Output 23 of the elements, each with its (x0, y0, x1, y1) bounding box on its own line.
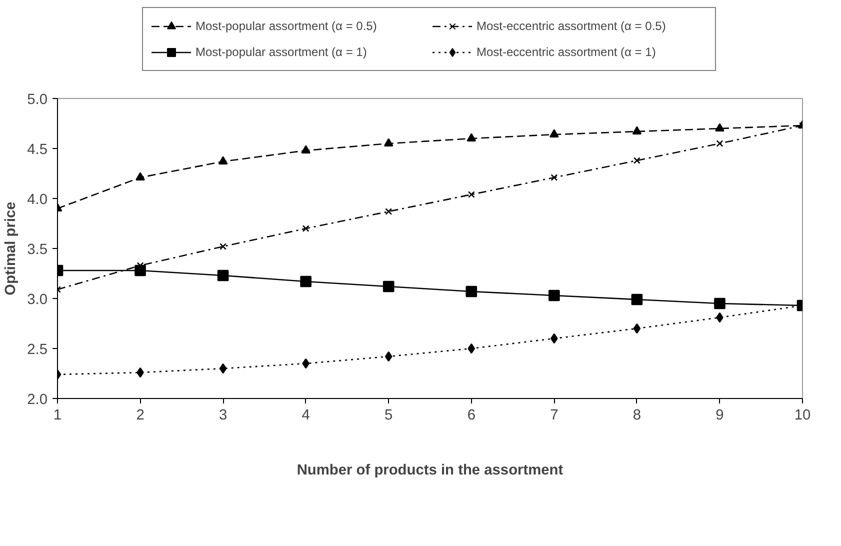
x-tick-label: 4 (302, 408, 310, 424)
y-tick-label: 5.0 (27, 92, 48, 108)
x-tick-label: 1 (53, 408, 62, 424)
x-tick-label: 5 (384, 408, 393, 424)
x-tick-label: 10 (794, 408, 811, 424)
x-axis-title: Number of products in the assortment (296, 462, 564, 478)
y-tick-label: 3.0 (27, 292, 48, 308)
y-tick-label: 4.0 (27, 192, 48, 208)
x-tick-label: 9 (716, 408, 724, 424)
y-axis-title: Optimal price (3, 202, 20, 296)
y-tick-label: 3.5 (27, 242, 48, 258)
x-tick-label: 8 (632, 408, 642, 424)
x-tick-label: 6 (467, 408, 476, 424)
legend-label: Most-eccentric assortment (α = 1) (476, 45, 657, 59)
legend-label: Most-eccentric assortment (α = 0.5) (476, 19, 667, 33)
y-tick-label: 2.5 (27, 342, 48, 358)
x-tick-label: 3 (218, 408, 228, 424)
x-tick-label: 7 (550, 408, 558, 424)
legend-label: Most-popular assortment (α = 1) (196, 45, 368, 59)
y-tick-label: 2.0 (27, 392, 48, 408)
x-tick-label: 2 (136, 408, 144, 424)
legend-label: Most-popular assortment (α = 0.5) (196, 19, 378, 33)
y-tick-label: 4.5 (27, 142, 48, 158)
